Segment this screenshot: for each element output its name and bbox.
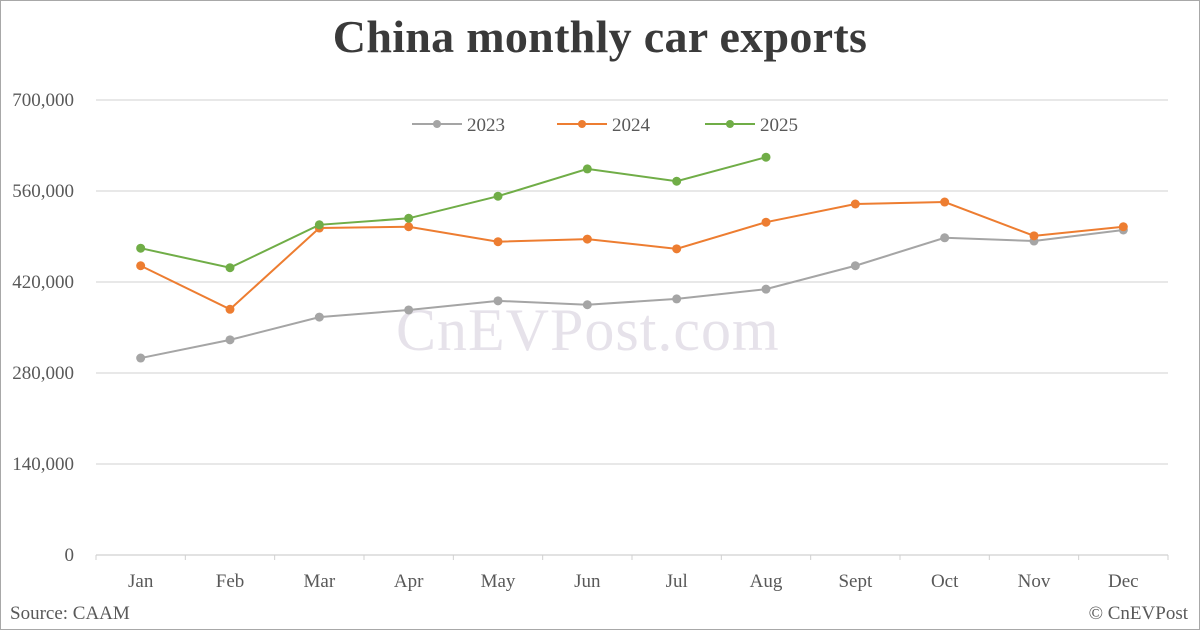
data-point [672, 244, 682, 254]
data-point [940, 233, 950, 243]
y-tick-label: 280,000 [12, 363, 74, 384]
x-tick-label: Apr [394, 571, 424, 592]
x-tick-label: Oct [931, 571, 959, 592]
series-line-2025 [140, 156, 767, 269]
copyright-credit: © CnEVPost [1088, 603, 1188, 624]
legend-marker-icon [578, 120, 586, 128]
legend-label: 2024 [612, 115, 651, 136]
gridlines [96, 99, 1168, 556]
data-point [672, 176, 682, 186]
data-point [582, 300, 592, 310]
data-point [493, 237, 503, 247]
y-tick-label: 420,000 [12, 272, 74, 293]
x-tick-label: May [481, 571, 516, 592]
legend-item-2023: 2023 [412, 115, 505, 136]
data-point [314, 220, 324, 230]
y-tick-label: 0 [65, 545, 75, 566]
data-point [493, 191, 503, 201]
legend: 2023 2024 2025 [412, 115, 798, 136]
data-point [225, 304, 235, 314]
data-point [136, 261, 146, 271]
series-line-2024 [140, 201, 1124, 311]
legend-label: 2023 [467, 115, 505, 136]
x-tick-label: Aug [750, 571, 783, 592]
data-point [136, 353, 146, 363]
data-point [404, 305, 414, 315]
data-point [314, 312, 324, 322]
data-point [850, 199, 860, 209]
x-tick-label: Jun [574, 571, 601, 592]
data-point [1118, 222, 1128, 232]
series-line-2023 [140, 229, 1124, 360]
x-tick-label: Feb [216, 571, 245, 592]
x-tick-label: Jan [128, 571, 154, 592]
x-tick-label: Mar [304, 571, 336, 592]
data-point [136, 243, 146, 253]
y-axis: 0 140,000 280,000 420,000 560,000 700,000 [12, 90, 74, 566]
legend-label: 2025 [760, 115, 798, 136]
data-point [850, 261, 860, 271]
legend-marker-icon [433, 120, 441, 128]
data-point [225, 335, 235, 345]
data-point [225, 263, 235, 273]
data-point [1029, 231, 1039, 241]
data-point [761, 152, 771, 162]
y-tick-label: 140,000 [12, 454, 74, 475]
series-lines [136, 152, 1128, 363]
data-point [761, 217, 771, 227]
data-point [940, 197, 950, 207]
x-axis: Jan Feb Mar Apr May Jun Jul Aug Sept Oct Nov Dec [95, 555, 1169, 592]
data-point [404, 222, 414, 232]
source-note: Source: CAAM [10, 603, 130, 624]
data-point [404, 213, 414, 223]
legend-marker-icon [726, 120, 734, 128]
data-point [761, 284, 771, 294]
data-point [493, 296, 503, 306]
y-tick-label: 560,000 [12, 181, 74, 202]
chart-title: China monthly car exports [332, 11, 868, 62]
x-tick-label: Nov [1018, 571, 1051, 592]
x-tick-label: Jul [666, 571, 688, 592]
y-tick-label: 700,000 [12, 90, 74, 111]
data-point [672, 294, 682, 304]
x-tick-label: Dec [1108, 571, 1139, 592]
data-point [582, 164, 592, 174]
x-tick-label: Sept [838, 571, 873, 592]
data-point [582, 234, 592, 244]
legend-item-2024: 2024 [557, 115, 651, 136]
legend-item-2025: 2025 [705, 115, 798, 136]
